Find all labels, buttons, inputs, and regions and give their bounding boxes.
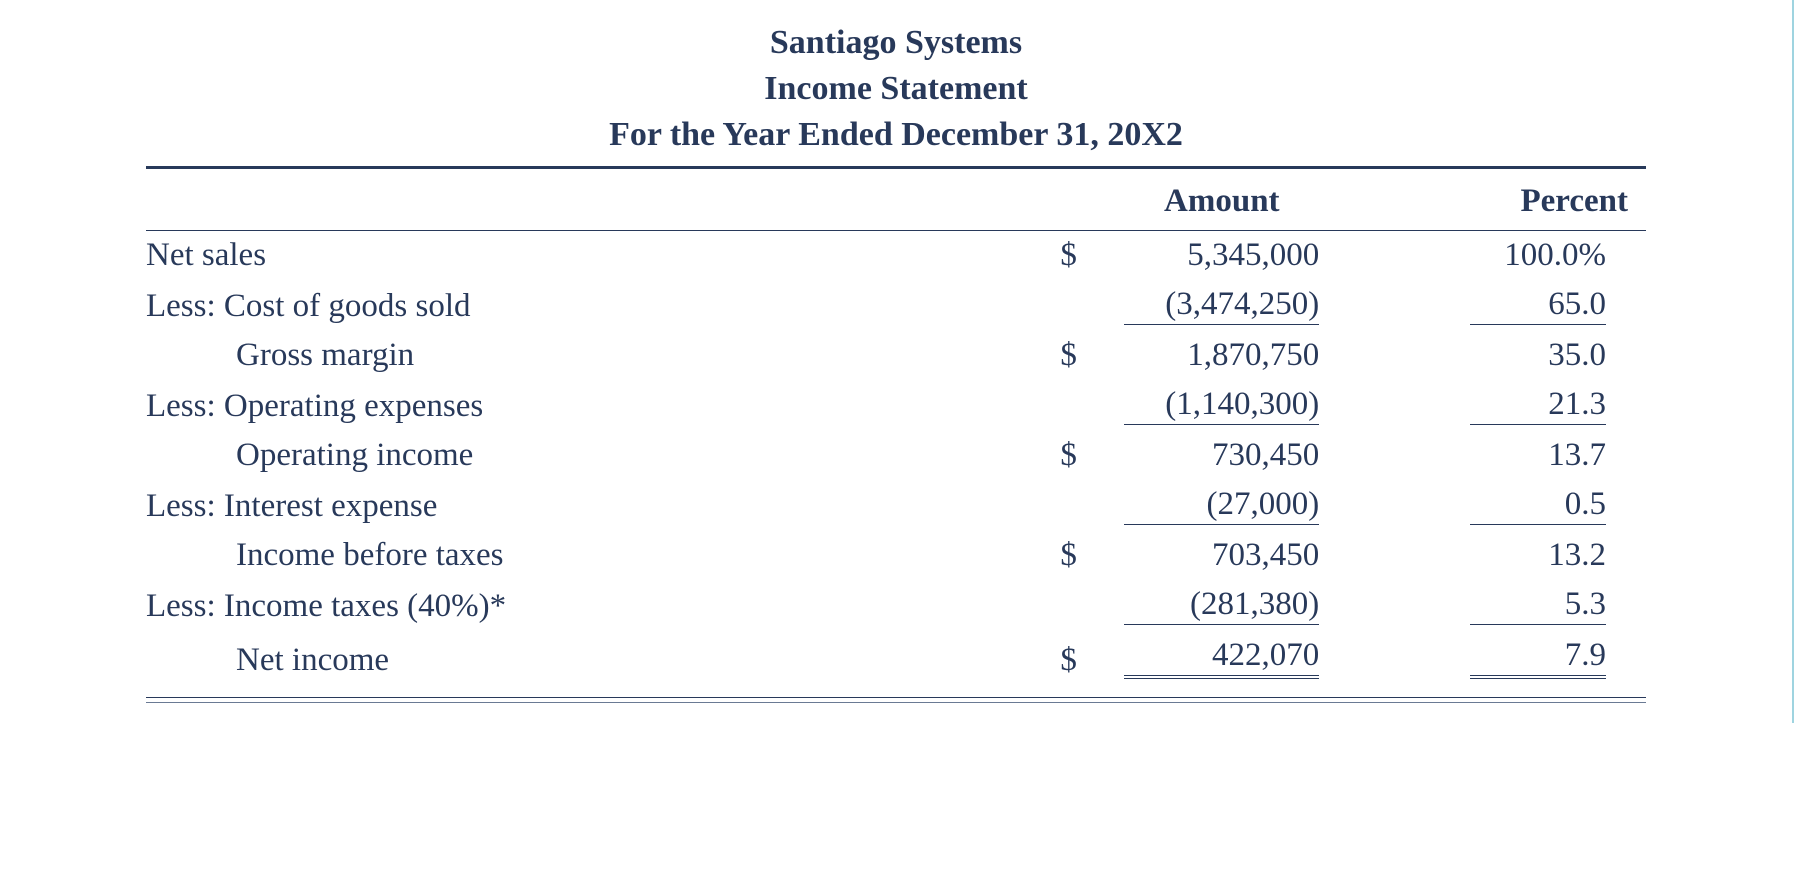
amount-cell: 703,450 [1124, 531, 1319, 580]
percent-header: Percent [1470, 169, 1646, 230]
row-label: Operating income [146, 431, 890, 480]
percent-cell: 13.2 [1470, 531, 1646, 580]
amount-cell: (1,140,300) [1124, 380, 1319, 431]
percent-cell: 35.0 [1470, 331, 1646, 380]
income-table: Amount Percent Net sales$5,345,000100.0%… [146, 169, 1646, 685]
percent-cell: 7.9 [1470, 631, 1646, 685]
row-label: Less: Operating expenses [146, 380, 890, 431]
currency-symbol: $ [890, 631, 1124, 685]
currency-symbol: $ [890, 231, 1124, 280]
row-label: Income before taxes [146, 531, 890, 580]
column-header-row: Amount Percent [146, 169, 1646, 230]
table-row: Operating income$730,450 13.7 [146, 431, 1646, 480]
amount-cell: 5,345,000 [1124, 231, 1319, 280]
amount-cell: 730,450 [1124, 431, 1319, 480]
row-label: Net income [146, 631, 890, 685]
amount-cell: 422,070 [1124, 631, 1319, 685]
row-label: Less: Income taxes (40%)* [146, 580, 890, 631]
amount-cell: 1,870,750 [1124, 331, 1319, 380]
income-statement: Santiago Systems Income Statement For th… [146, 20, 1646, 703]
table-row: Gross margin$1,870,750 35.0 [146, 331, 1646, 380]
currency-symbol: $ [890, 431, 1124, 480]
row-label: Less: Cost of goods sold [146, 280, 890, 331]
percent-cell: 5.3 [1470, 580, 1646, 631]
currency-symbol [890, 480, 1124, 531]
table-row: Less: Cost of goods sold (3,474,250) 65.0 [146, 280, 1646, 331]
amount-header: Amount [1124, 169, 1319, 230]
currency-symbol [890, 280, 1124, 331]
row-label: Net sales [146, 231, 890, 280]
currency-symbol: $ [890, 331, 1124, 380]
amount-cell: (281,380) [1124, 580, 1319, 631]
table-row: Less: Operating expenses (1,140,300) 21.3 [146, 380, 1646, 431]
row-label: Gross margin [146, 331, 890, 380]
table-row: Net sales$5,345,000 100.0% [146, 231, 1646, 280]
amount-cell: (27,000) [1124, 480, 1319, 531]
percent-cell: 65.0 [1470, 280, 1646, 331]
currency-symbol [890, 380, 1124, 431]
table-row: Less: Income taxes (40%)* (281,380) 5.3 [146, 580, 1646, 631]
percent-cell: 100.0% [1470, 231, 1646, 280]
statement-period: For the Year Ended December 31, 20X2 [146, 112, 1646, 158]
company-name: Santiago Systems [146, 20, 1646, 66]
currency-symbol: $ [890, 531, 1124, 580]
table-row: Net income$422,070 7.9 [146, 631, 1646, 685]
row-label: Less: Interest expense [146, 480, 890, 531]
currency-symbol [890, 580, 1124, 631]
percent-cell: 21.3 [1470, 380, 1646, 431]
table-row: Income before taxes$703,450 13.2 [146, 531, 1646, 580]
percent-cell: 13.7 [1470, 431, 1646, 480]
amount-cell: (3,474,250) [1124, 280, 1319, 331]
statement-title: Income Statement [146, 66, 1646, 112]
percent-cell: 0.5 [1470, 480, 1646, 531]
rule-bottom-2 [146, 702, 1646, 703]
table-row: Less: Interest expense (27,000) 0.5 [146, 480, 1646, 531]
statement-header: Santiago Systems Income Statement For th… [146, 20, 1646, 166]
